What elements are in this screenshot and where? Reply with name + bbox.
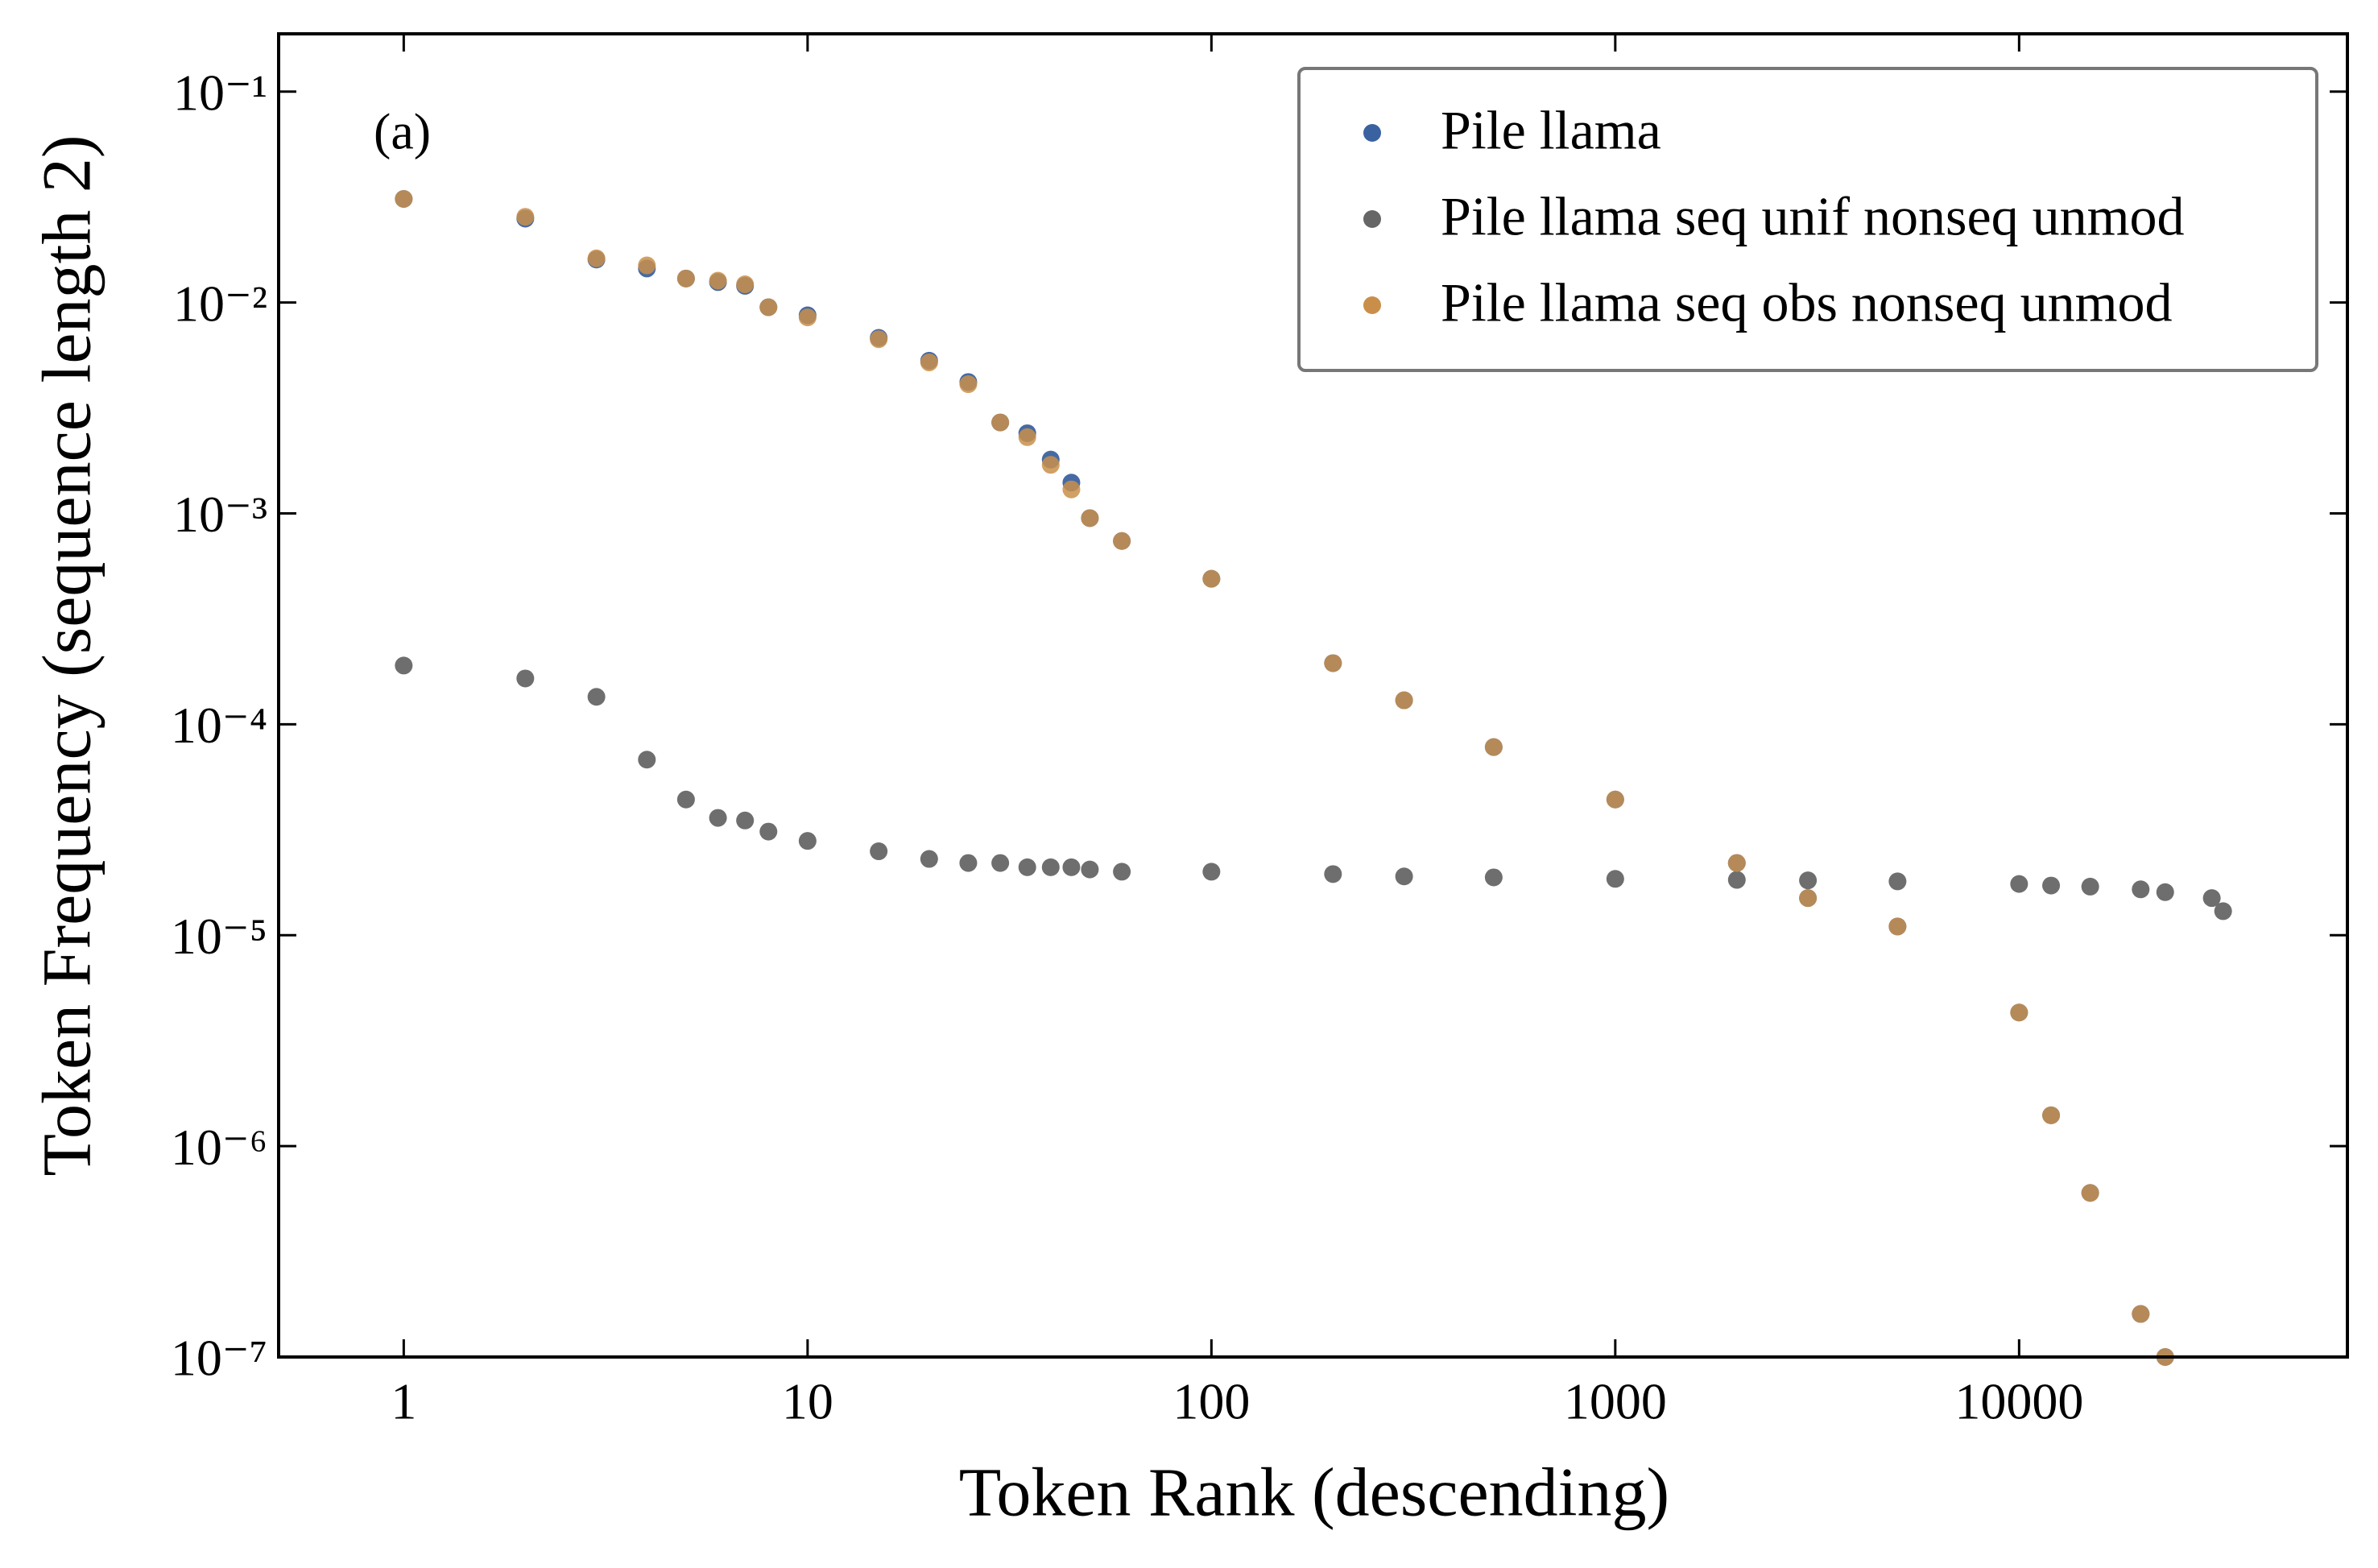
data-point	[920, 354, 938, 372]
data-point	[1018, 428, 1036, 446]
data-point	[1202, 863, 1221, 881]
data-point	[1062, 480, 1081, 499]
data-point	[1395, 867, 1413, 886]
y-tick-label: 10⁻⁴	[171, 697, 267, 754]
data-point	[1888, 872, 1907, 891]
y-tick-label: 10⁻⁷	[171, 1330, 267, 1387]
data-point	[1727, 871, 1746, 889]
y-tick-label: 10⁻²	[173, 275, 267, 332]
data-point	[798, 832, 817, 850]
legend-label: Pile llama seq unif nonseq unmod	[1441, 186, 2185, 247]
data-point	[2156, 883, 2174, 901]
data-point	[991, 413, 1010, 432]
data-point	[2010, 875, 2029, 893]
data-point	[516, 669, 535, 688]
data-point	[736, 275, 755, 294]
data-point	[1727, 854, 1746, 872]
legend-marker	[1363, 210, 1381, 228]
data-point	[2214, 902, 2232, 921]
data-point	[1041, 858, 1060, 876]
x-tick-label: 10	[782, 1373, 833, 1430]
data-point	[638, 751, 656, 769]
legend-label: Pile llama	[1441, 100, 1661, 161]
data-point	[709, 271, 727, 290]
data-point	[959, 854, 978, 872]
data-point	[1606, 790, 1624, 809]
data-point	[1081, 509, 1099, 527]
data-point	[638, 256, 656, 275]
data-point	[1799, 871, 1818, 890]
y-tick-label: 10⁻⁶	[171, 1119, 267, 1176]
data-point	[1324, 865, 1342, 883]
data-point	[676, 790, 695, 809]
data-point	[1081, 860, 1099, 879]
data-point	[2132, 880, 2150, 899]
x-tick-label: 1	[391, 1373, 416, 1430]
plot-frame	[277, 32, 2349, 1359]
data-point	[759, 822, 778, 841]
data-point	[709, 809, 727, 827]
data-point	[1113, 532, 1131, 550]
data-point	[395, 656, 413, 675]
data-point	[676, 269, 695, 288]
data-point	[1484, 738, 1503, 756]
data-point	[395, 189, 413, 208]
data-point	[1113, 863, 1131, 881]
y-axis-label: Token Frequency (sequence length 2)	[28, 134, 105, 1176]
data-point	[2081, 877, 2099, 896]
data-point	[1484, 868, 1503, 887]
data-point	[1202, 569, 1221, 588]
data-point	[870, 842, 888, 861]
data-point	[1395, 691, 1413, 710]
data-point	[1062, 858, 1081, 876]
data-point	[2010, 1003, 2029, 1022]
data-point	[587, 249, 606, 267]
data-point	[587, 688, 606, 706]
data-point	[1324, 654, 1342, 672]
data-point	[870, 330, 888, 349]
x-tick-label: 10000	[1954, 1373, 2083, 1430]
data-point	[2081, 1184, 2099, 1202]
data-point	[959, 375, 978, 394]
data-point	[2132, 1305, 2150, 1323]
data-point	[1799, 889, 1818, 908]
y-tick-label: 10⁻³	[173, 486, 267, 543]
data-point	[759, 298, 778, 316]
panel-annotation: (a)	[374, 103, 431, 160]
data-point	[2202, 889, 2221, 908]
data-point	[798, 308, 817, 327]
data-point	[1018, 858, 1036, 876]
data-point	[736, 811, 755, 830]
x-axis-label: Token Rank (descending)	[959, 1454, 1669, 1531]
data-point	[1606, 870, 1624, 888]
data-point	[2042, 1106, 2061, 1124]
data-point	[516, 208, 535, 226]
legend-box	[1297, 67, 2318, 372]
data-point	[2042, 876, 2061, 895]
data-point	[920, 850, 938, 868]
legend-marker	[1363, 296, 1381, 314]
y-tick-label: 10⁻⁵	[171, 908, 267, 965]
data-point	[1888, 917, 1907, 936]
x-tick-label: 100	[1172, 1373, 1250, 1430]
data-point	[991, 854, 1010, 872]
legend-marker	[1363, 124, 1381, 142]
data-point	[1041, 456, 1060, 474]
y-tick-label: 10⁻¹	[173, 64, 267, 121]
legend-label: Pile llama seq obs nonseq unmod	[1441, 272, 2172, 333]
x-tick-label: 1000	[1564, 1373, 1667, 1430]
